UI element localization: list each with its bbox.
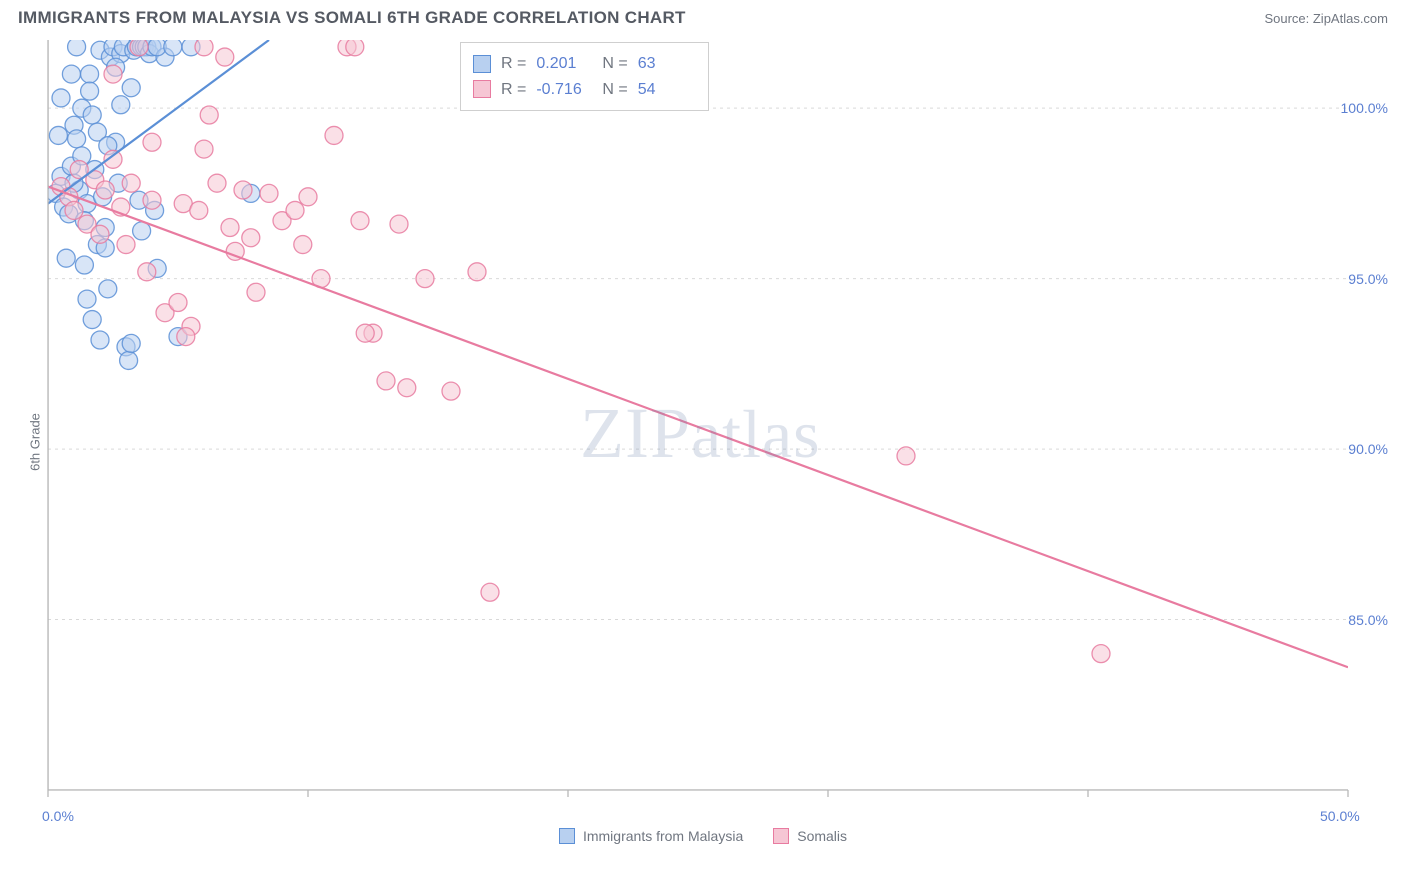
n-value: 63 (638, 51, 694, 77)
r-value: -0.716 (536, 77, 592, 103)
x-tick-label: 0.0% (42, 808, 74, 824)
series-swatch (473, 55, 491, 73)
source-value: ZipAtlas.com (1313, 11, 1388, 26)
y-tick-label: 85.0% (1348, 612, 1388, 628)
series-swatch (773, 828, 789, 844)
series-legend: Immigrants from Malaysia Somalis (0, 828, 1406, 844)
scatter-chart-svg (0, 32, 1406, 852)
legend-item: Somalis (773, 828, 847, 844)
r-value: 0.201 (536, 51, 592, 77)
x-tick-label: 50.0% (1320, 808, 1360, 824)
stats-row: R = -0.716 N = 54 (473, 77, 694, 103)
legend-label: Somalis (797, 828, 847, 844)
n-label: N = (602, 77, 627, 103)
correlation-stats-box: R = 0.201 N = 63 R = -0.716 N = 54 (460, 42, 709, 111)
legend-item: Immigrants from Malaysia (559, 828, 743, 844)
series-swatch (559, 828, 575, 844)
legend-label: Immigrants from Malaysia (583, 828, 743, 844)
chart-source: Source: ZipAtlas.com (1264, 11, 1388, 26)
stats-row: R = 0.201 N = 63 (473, 51, 694, 77)
y-tick-label: 95.0% (1348, 271, 1388, 287)
chart-area: 6th Grade ZIPatlas R =0.201N =63R =-0.71… (0, 32, 1406, 852)
n-value: 54 (638, 77, 694, 103)
r-label: R = (501, 51, 526, 77)
n-label: N = (602, 51, 627, 77)
r-label: R = (501, 77, 526, 103)
series-swatch (473, 80, 491, 98)
y-tick-label: 90.0% (1348, 441, 1388, 457)
chart-header: IMMIGRANTS FROM MALAYSIA VS SOMALI 6TH G… (0, 0, 1406, 32)
y-tick-label: 100.0% (1341, 100, 1388, 116)
chart-title: IMMIGRANTS FROM MALAYSIA VS SOMALI 6TH G… (18, 8, 686, 28)
source-label: Source: (1264, 11, 1312, 26)
